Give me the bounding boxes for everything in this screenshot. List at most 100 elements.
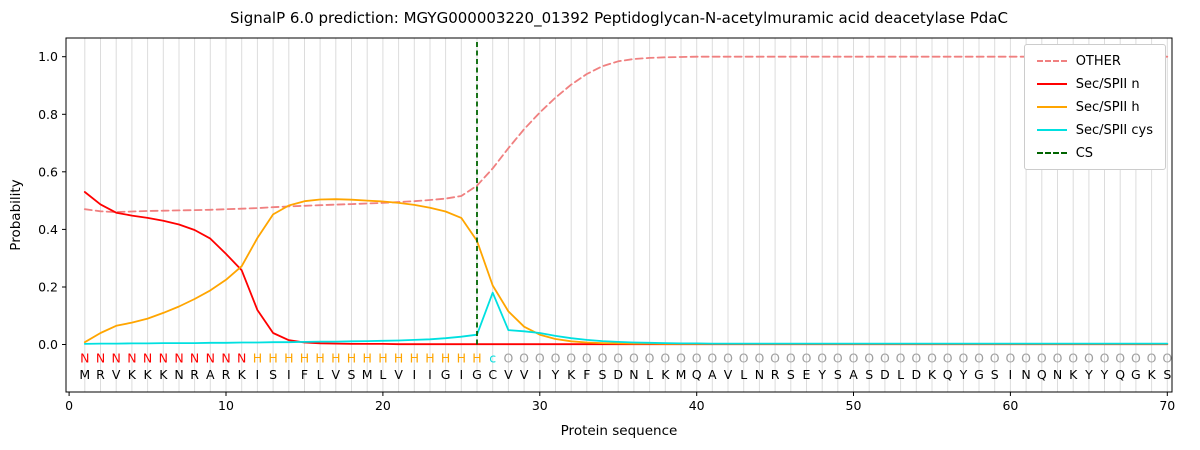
- region-label: N: [127, 350, 136, 365]
- residue-letter: S: [865, 367, 873, 382]
- residue-letter: D: [613, 367, 623, 382]
- region-label: N: [190, 350, 199, 365]
- residue-letter: V: [332, 367, 341, 382]
- residue-letter: N: [174, 367, 183, 382]
- region-label: O: [911, 350, 921, 365]
- region-label: O: [1084, 350, 1094, 365]
- residue-letter: V: [724, 367, 733, 382]
- legend-label-sec-spii-cys: Sec/SPII cys: [1075, 122, 1153, 138]
- residue-letter: G: [441, 367, 451, 382]
- residue-letter: S: [599, 367, 607, 382]
- residue-letter: I: [287, 367, 291, 382]
- x-tick-label: 60: [1002, 398, 1018, 413]
- region-label: O: [566, 350, 576, 365]
- region-label: H: [253, 350, 262, 365]
- region-label: N: [112, 350, 121, 365]
- residue-letter: I: [428, 367, 432, 382]
- series-line-1: [83, 191, 1169, 346]
- residue-letter: I: [459, 367, 463, 382]
- residue-letter: S: [834, 367, 842, 382]
- residue-letter: G: [472, 367, 482, 382]
- y-tick-label: 0.4: [38, 222, 58, 237]
- region-label: O: [660, 350, 670, 365]
- region-label: N: [206, 350, 215, 365]
- region-label: O: [974, 350, 984, 365]
- x-tick-label: 70: [1159, 398, 1175, 413]
- region-label: O: [927, 350, 937, 365]
- region-label: O: [1162, 350, 1172, 365]
- series-line-0: [83, 55, 1169, 214]
- residue-letter: F: [583, 367, 590, 382]
- region-label: O: [786, 350, 796, 365]
- residue-letter: R: [96, 367, 105, 382]
- residue-letter: I: [412, 367, 416, 382]
- residue-letter: Y: [551, 367, 560, 382]
- legend-line-sec-spii-h: [1036, 106, 1067, 108]
- residue-letter: S: [269, 367, 277, 382]
- region-label: O: [864, 350, 874, 365]
- residue-letter: Y: [959, 367, 968, 382]
- region-label: O: [1100, 350, 1110, 365]
- region-label: O: [582, 350, 592, 365]
- region-label: O: [1068, 350, 1078, 365]
- region-label: N: [96, 350, 105, 365]
- residue-letter: V: [112, 367, 121, 382]
- chart-legend: OTHER Sec/SPII n Sec/SPII h Sec/SPII cys…: [1023, 44, 1166, 170]
- y-tick-label: 0.2: [38, 280, 58, 295]
- region-label: H: [410, 350, 419, 365]
- residue-letter: R: [222, 367, 231, 382]
- residue-letter: K: [159, 367, 168, 382]
- residue-letter: A: [708, 367, 717, 382]
- residue-letter: K: [928, 367, 937, 382]
- region-label: O: [849, 350, 859, 365]
- series-line-3: [83, 291, 1169, 345]
- region-label: O: [551, 350, 561, 365]
- region-label: O: [943, 350, 953, 365]
- residue-letter: A: [206, 367, 215, 382]
- residue-letter: A: [849, 367, 858, 382]
- residue-letter: K: [238, 367, 247, 382]
- y-tick-label: 1.0: [38, 49, 58, 64]
- region-label: O: [833, 350, 843, 365]
- plot-border: [65, 37, 1173, 393]
- region-label: H: [425, 350, 434, 365]
- residue-letter: F: [301, 367, 308, 382]
- legend-entry-sec-spii-h: Sec/SPII h: [1036, 99, 1153, 115]
- region-label: H: [378, 350, 387, 365]
- residue-letter: G: [974, 367, 984, 382]
- residue-letter: N: [629, 367, 638, 382]
- legend-entry-other: OTHER: [1036, 53, 1153, 69]
- region-label: O: [880, 350, 890, 365]
- region-label: O: [629, 350, 639, 365]
- region-label: H: [268, 350, 277, 365]
- region-label: O: [817, 350, 827, 365]
- region-label: O: [770, 350, 780, 365]
- residue-letter: I: [538, 367, 542, 382]
- residue-letter: D: [880, 367, 890, 382]
- region-label: O: [535, 350, 545, 365]
- region-label: O: [1021, 350, 1031, 365]
- y-tick-label: 0.0: [38, 337, 58, 352]
- residue-letter: N: [755, 367, 764, 382]
- legend-label-sec-spii-h: Sec/SPII h: [1075, 99, 1140, 115]
- residue-letter: S: [991, 367, 999, 382]
- region-label: O: [598, 350, 608, 365]
- legend-entry-cs: CS: [1036, 145, 1153, 161]
- residue-letter: L: [740, 367, 747, 382]
- residue-letter: V: [394, 367, 403, 382]
- residue-letter: L: [317, 367, 324, 382]
- region-label: O: [990, 350, 1000, 365]
- region-label: N: [237, 350, 246, 365]
- region-label: H: [362, 350, 371, 365]
- residue-letter: C: [488, 367, 497, 382]
- region-label: H: [315, 350, 324, 365]
- residue-letter: M: [676, 367, 687, 382]
- region-label: O: [802, 350, 812, 365]
- legend-label-sec-spii-n: Sec/SPII n: [1075, 76, 1140, 92]
- residue-letter: M: [362, 367, 373, 382]
- legend-label-cs: CS: [1075, 145, 1094, 161]
- residue-letter: Q: [943, 367, 953, 382]
- residue-letter: E: [803, 367, 811, 382]
